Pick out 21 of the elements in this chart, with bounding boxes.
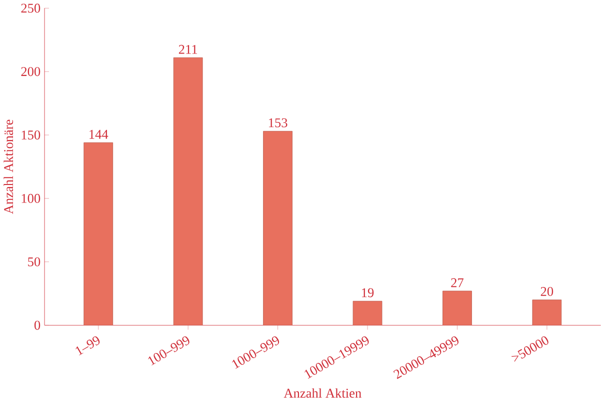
bar xyxy=(84,142,114,326)
bar xyxy=(352,300,382,326)
y-tick-label: 0 xyxy=(34,320,40,330)
bar xyxy=(442,290,472,326)
bar xyxy=(263,130,292,326)
x-tick-label: 1–99 xyxy=(76,336,100,356)
data-label: 27 xyxy=(451,278,464,287)
y-axis-title: Anzahl Aktionäre xyxy=(4,120,14,214)
x-axis-title: Anzahl Aktien xyxy=(284,388,362,398)
y-tick-label: 100 xyxy=(22,194,40,203)
data-label: 19 xyxy=(362,288,374,298)
data-label: 144 xyxy=(90,130,108,139)
data-label: 153 xyxy=(268,118,288,128)
y-tick-label: 200 xyxy=(21,66,40,76)
bar xyxy=(173,57,203,326)
y-tick-label: 250 xyxy=(21,3,40,12)
data-label: 20 xyxy=(540,286,554,296)
y-tick-label: 150 xyxy=(22,130,40,140)
bar xyxy=(532,299,562,326)
data-label: 211 xyxy=(178,44,198,54)
y-tick-label: 50 xyxy=(28,257,40,266)
